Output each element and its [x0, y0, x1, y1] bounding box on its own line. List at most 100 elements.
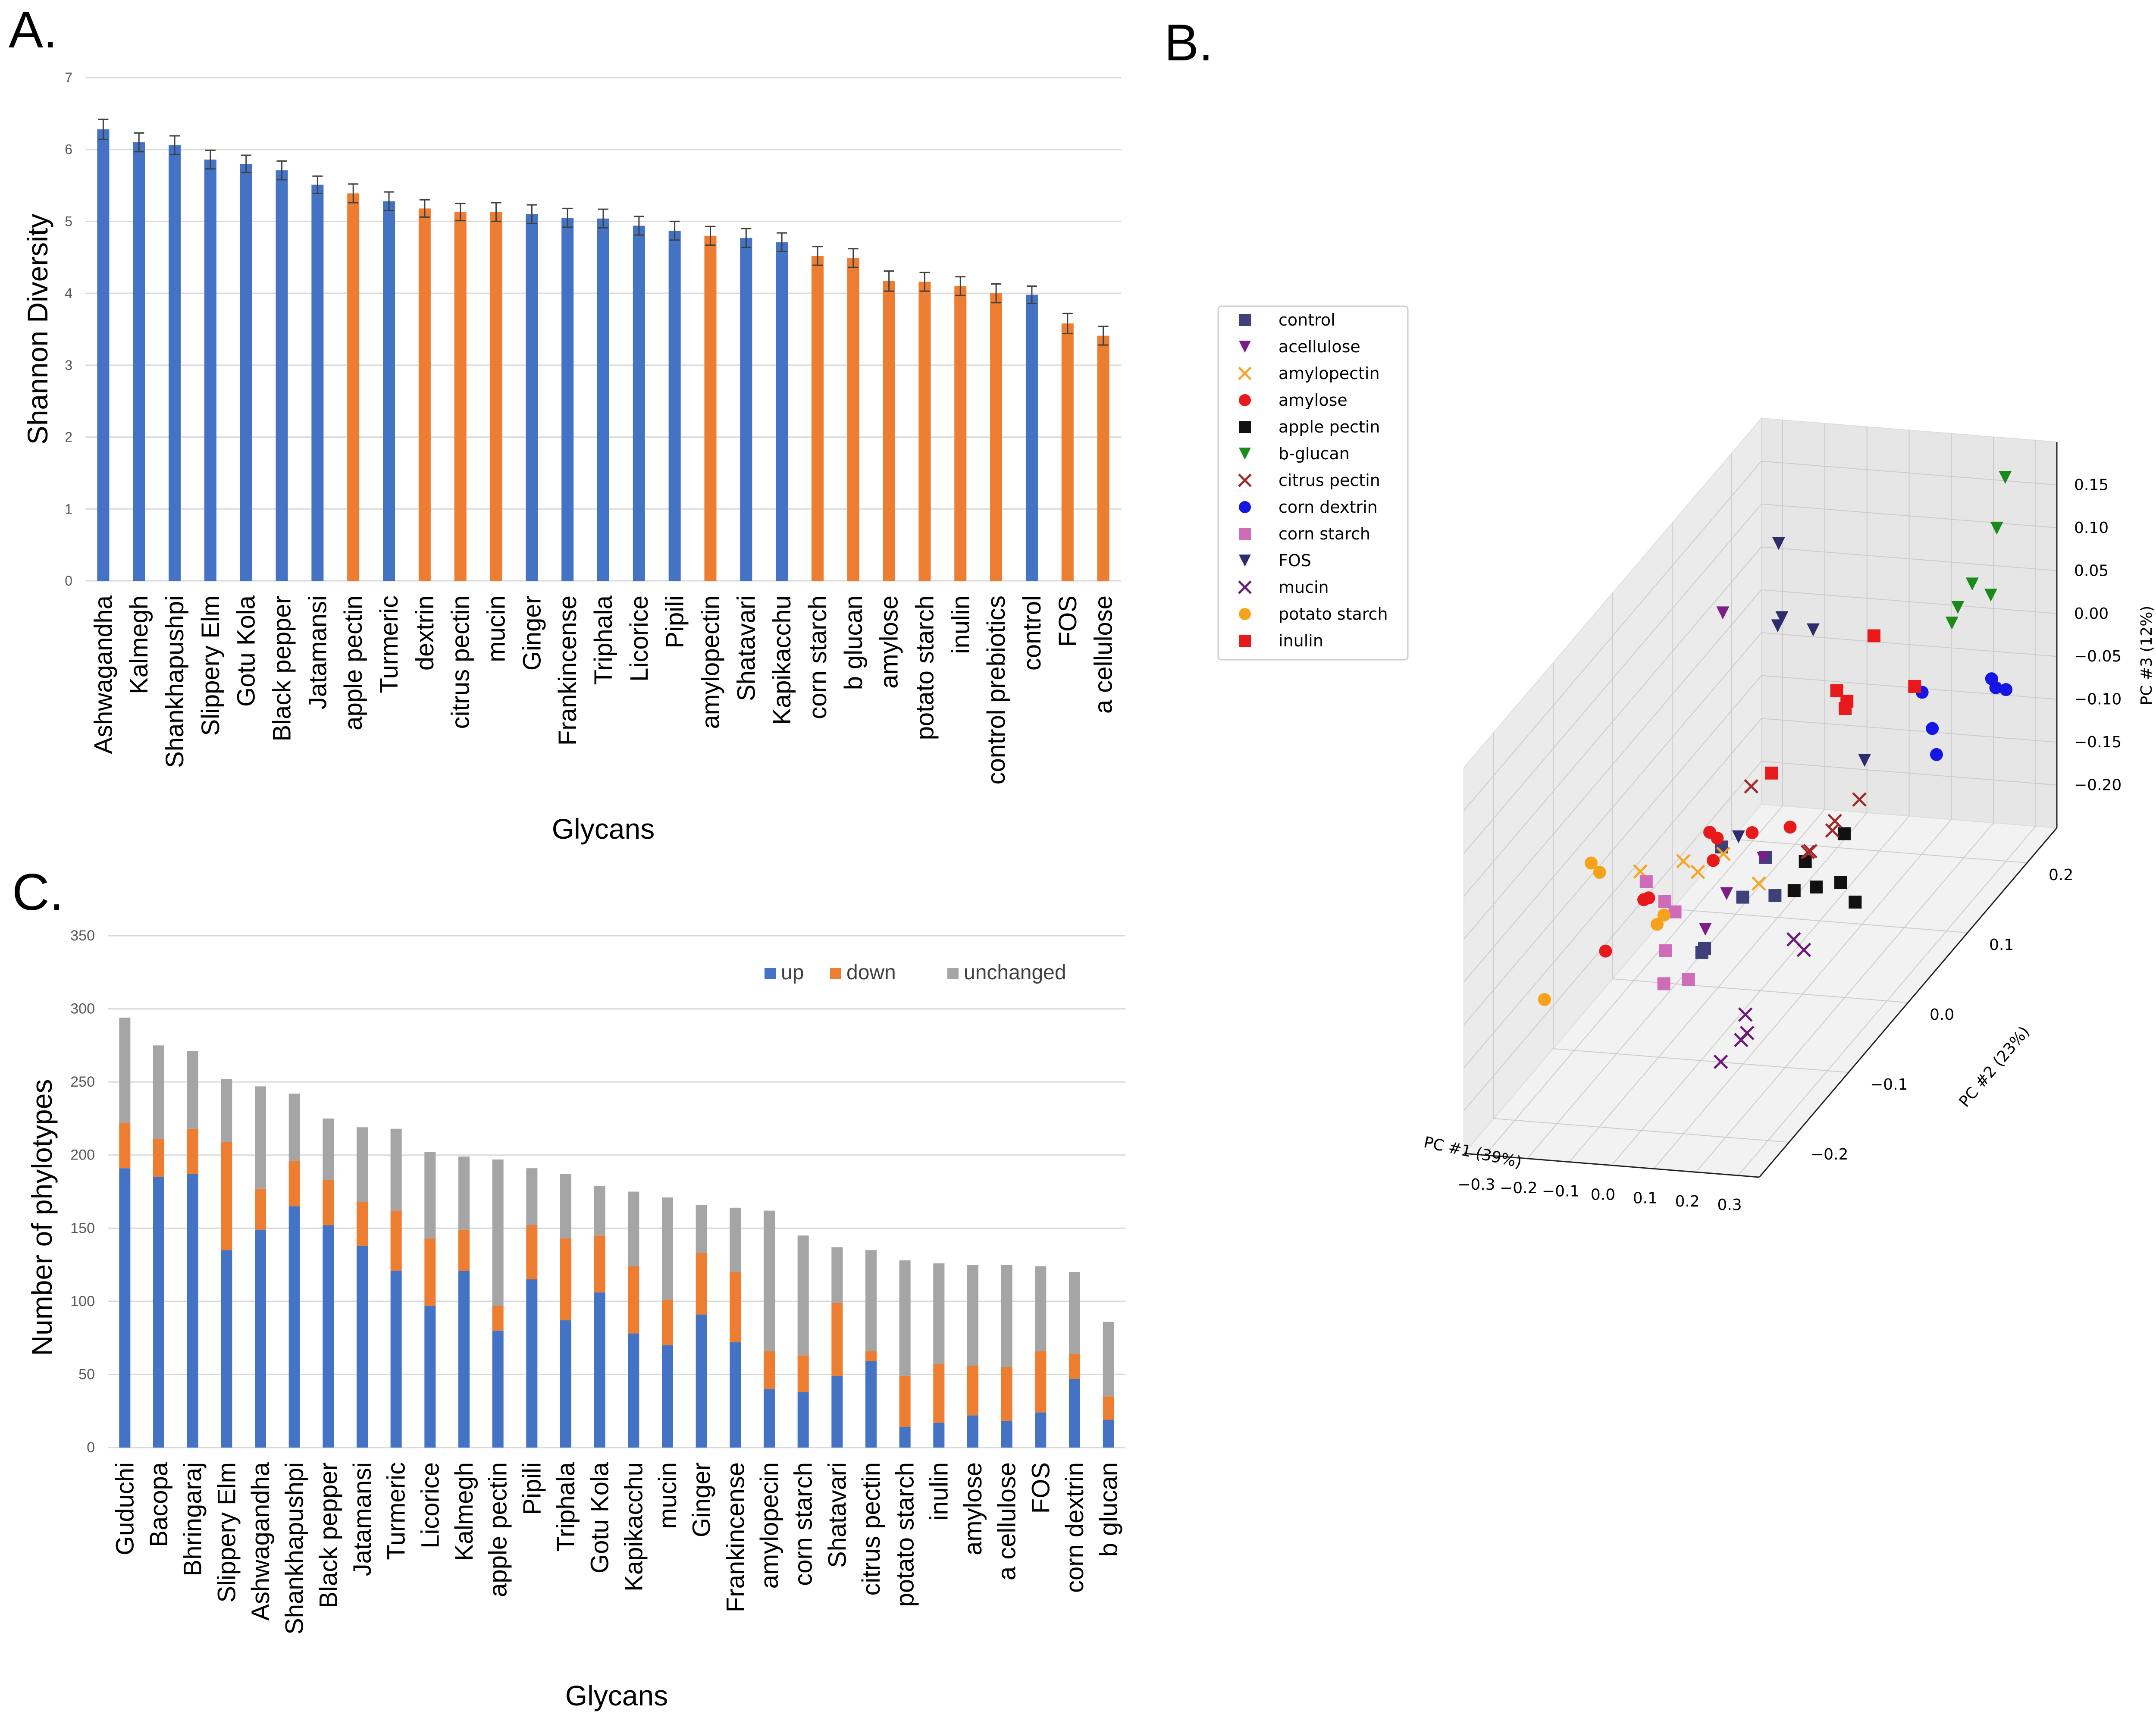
bar [918, 282, 931, 581]
bar-segment-down [458, 1229, 470, 1271]
bar-segment-down [933, 1364, 945, 1423]
bar-segment-unchanged [458, 1156, 470, 1230]
bar-segment-up [458, 1270, 470, 1448]
legend-swatch-up [765, 968, 776, 979]
legend-swatch-down [830, 968, 841, 979]
data-point [1676, 854, 1691, 868]
y-tick-label: 5 [65, 213, 72, 229]
data-point [1930, 748, 1943, 761]
bar-segment-down [560, 1238, 571, 1320]
data-point [1736, 890, 1749, 904]
x-category-label: Shatavari [732, 595, 760, 701]
data-point [1772, 537, 1785, 550]
data-point [1668, 905, 1682, 918]
data-point [1825, 823, 1840, 838]
data-point [1239, 314, 1251, 326]
bar-segment-down [594, 1235, 605, 1293]
data-point [1990, 521, 2003, 535]
x-category-label: Black pepper [314, 1462, 342, 1608]
data-point [1239, 555, 1251, 567]
y-tick-label: 200 [70, 1147, 95, 1163]
x-tick-label: 0.2 [1675, 1193, 1700, 1210]
x-category-label: Licorice [416, 1462, 444, 1548]
z-tick-label: −0.10 [2074, 691, 2122, 708]
bar-segment-unchanged [933, 1263, 945, 1364]
legend-label-control: control [1279, 310, 1335, 329]
panel-c-label: C. [12, 863, 64, 921]
bar-segment-up [764, 1389, 775, 1448]
data-point [1800, 845, 1815, 859]
data-point [1238, 473, 1252, 487]
z-tick-label: 0.10 [2074, 519, 2109, 537]
data-point [1657, 977, 1670, 990]
y-tick-label: 3 [65, 357, 72, 373]
data-point [1734, 1032, 1749, 1047]
y-tick-label: 50 [78, 1366, 95, 1382]
y-tick-label: 0 [87, 1439, 95, 1456]
x-category-label: Pipili [661, 595, 689, 649]
z-tick-label: −0.15 [2074, 733, 2122, 751]
legend-label-amylose: amylose [1279, 391, 1348, 410]
x-category-label: Guduchi [111, 1462, 139, 1555]
bar [204, 160, 216, 581]
x-category-label: citrus pectin [447, 595, 475, 729]
bar [1097, 335, 1109, 581]
bar-segment-unchanged [187, 1051, 198, 1129]
bar-segment-up [390, 1270, 402, 1448]
bar-segment-down [865, 1351, 877, 1361]
y-tick-label: 250 [70, 1074, 95, 1090]
x-category-label: FOS [1054, 595, 1082, 647]
bar-segment-down [323, 1180, 334, 1225]
bar-segment-down [696, 1253, 707, 1315]
legend-label-inulin: inulin [1279, 631, 1323, 650]
bar [383, 201, 395, 581]
x-category-label: dextrin [411, 595, 439, 671]
data-point [1765, 766, 1778, 780]
gridline [1463, 675, 2057, 1025]
bar-segment-up [357, 1245, 368, 1448]
x-axis-title: Glycans [552, 813, 655, 845]
x-category-label: apple pectin [339, 595, 367, 730]
data-point [1834, 876, 1847, 889]
bar-segment-unchanged [662, 1197, 673, 1300]
x-category-label: corn starch [790, 1462, 818, 1586]
x-stroke [1744, 779, 1758, 794]
bar-segment-up [696, 1314, 707, 1448]
z-tick-label: −0.20 [2074, 777, 2122, 794]
bar-segment-up [1001, 1421, 1012, 1448]
data-point [1690, 865, 1705, 879]
data-point [1752, 876, 1766, 891]
x-category-label: Shatavari [823, 1462, 851, 1568]
bar-segment-down [1001, 1367, 1012, 1421]
bar-segment-unchanged [560, 1174, 571, 1239]
bar-segment-down [899, 1376, 911, 1427]
bar-segment-unchanged [153, 1045, 164, 1139]
bar-segment-up [492, 1330, 504, 1448]
legend-label-down: down [846, 961, 896, 984]
data-point [1538, 993, 1551, 1006]
x-category-label: amylopectin [696, 595, 724, 729]
legend-swatch-unchanged [947, 968, 959, 979]
data-point [1239, 635, 1251, 647]
x-category-label: Licorice [625, 595, 653, 682]
x-stroke [1238, 473, 1252, 487]
bar-segment-down [764, 1351, 775, 1389]
data-point [1827, 814, 1842, 828]
data-point [1682, 973, 1695, 986]
data-point [1239, 501, 1251, 513]
x-category-label: b glucan [840, 595, 868, 690]
z-axis-title: PC #3 (12%) [2138, 606, 2156, 705]
bar-segment-unchanged [255, 1086, 266, 1189]
bar [347, 193, 360, 581]
data-point [1239, 341, 1251, 353]
y-tick-label: 0.0 [1930, 1006, 1954, 1024]
panel-c-stacked-bar-chart: 0 50 100 150 200 250 300 350 Guduchi Bacopa Bhring… [26, 928, 1125, 1711]
bar-segment-unchanged [865, 1250, 877, 1351]
data-point [1239, 528, 1251, 540]
data-point [1657, 909, 1670, 922]
bar-segment-up [967, 1415, 978, 1448]
x-category-label: amylopecin [755, 1462, 783, 1589]
data-point [1771, 619, 1784, 633]
x-category-label: a cellulose [993, 1462, 1021, 1580]
bar-segment-up [730, 1342, 741, 1448]
